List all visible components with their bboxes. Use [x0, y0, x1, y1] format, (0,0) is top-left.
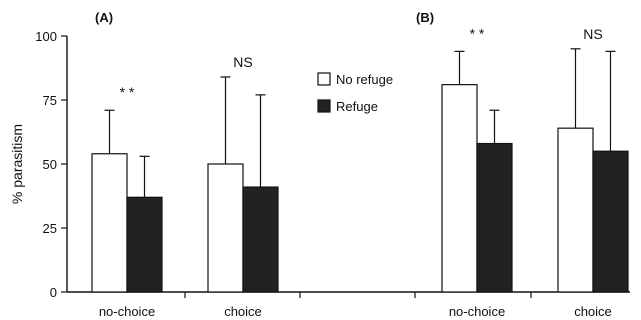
bar-refuge [242, 186, 279, 293]
bar-no-refuge [207, 163, 244, 293]
legend: No refuge Refuge [317, 72, 393, 114]
chart-labels: 0 25 50 75 100 % parasitism (A) no-choice * * cho… [9, 10, 612, 319]
y-tick-label: 50 [43, 157, 57, 172]
legend-label: No refuge [336, 72, 393, 87]
y-axis-title: % parasitism [9, 124, 25, 204]
bars [91, 48, 629, 293]
bar-refuge [592, 150, 629, 293]
significance-label: NS [583, 26, 602, 42]
bar-no-refuge [91, 153, 128, 293]
bar-no-refuge [441, 84, 478, 293]
legend-swatch [317, 99, 331, 113]
y-tick-label: 75 [43, 93, 57, 108]
x-category-label: choice [574, 304, 612, 319]
x-category-label: choice [224, 304, 262, 319]
bar-refuge [476, 142, 513, 293]
x-category-label: no-choice [449, 304, 505, 319]
bar-refuge [126, 196, 163, 293]
y-tick-label: 25 [43, 221, 57, 236]
significance-label: * * [470, 25, 485, 41]
significance-label: NS [233, 54, 252, 70]
y-tick-label: 0 [50, 285, 57, 300]
x-category-label: no-choice [99, 304, 155, 319]
panel-label: (A) [95, 10, 113, 25]
y-tick-label: 100 [35, 29, 57, 44]
bar-no-refuge [557, 127, 594, 293]
significance-label: * * [120, 84, 135, 100]
legend-label: Refuge [336, 99, 378, 114]
legend-swatch [317, 72, 331, 86]
panel-label: (B) [416, 10, 434, 25]
